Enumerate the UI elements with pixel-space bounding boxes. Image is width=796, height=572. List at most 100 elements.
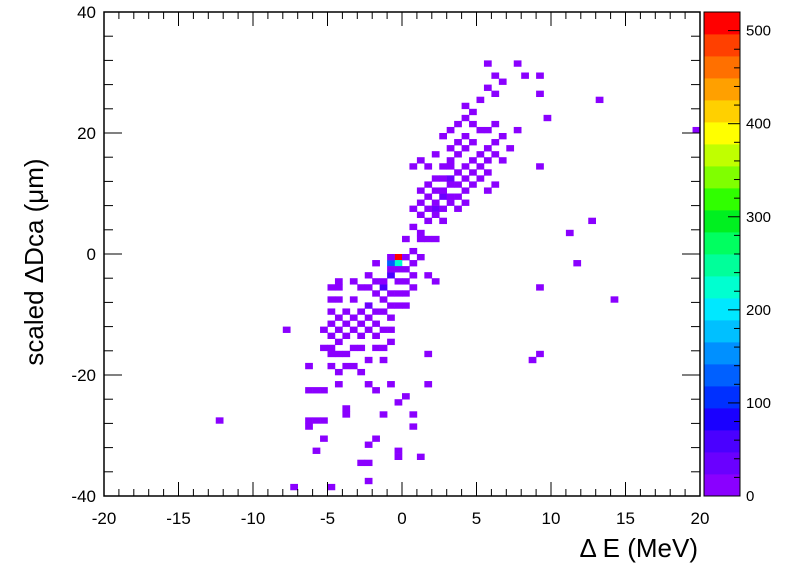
heatmap-bin — [402, 254, 410, 261]
heatmap-bin — [372, 308, 380, 315]
colorbar-segment — [704, 342, 740, 365]
heatmap-bin — [402, 393, 410, 400]
heatmap-bin — [364, 441, 373, 448]
heatmap-bin — [446, 145, 455, 152]
colorbar-segment — [704, 122, 740, 145]
heatmap-bin — [320, 326, 328, 333]
heatmap-bin — [364, 356, 373, 364]
heatmap-bin — [498, 78, 507, 85]
x-tick-label: 5 — [472, 509, 481, 528]
heatmap-bin — [349, 296, 358, 303]
heatmap-bin — [454, 169, 462, 176]
heatmap-bin — [394, 453, 403, 460]
heatmap-bin — [409, 260, 418, 267]
heatmap-bin — [387, 326, 395, 333]
heatmap-bin — [394, 266, 403, 273]
heatmap-bin — [536, 72, 544, 79]
heatmap-bin — [387, 381, 395, 388]
heatmap-bin — [327, 308, 336, 315]
x-tick-label: -10 — [241, 509, 266, 528]
heatmap-bin — [334, 284, 343, 291]
heatmap-bin — [387, 314, 395, 321]
x-tick-label: -20 — [92, 509, 117, 528]
x-tick-label: 15 — [616, 509, 635, 528]
colorbar-tick-label: 200 — [746, 302, 771, 319]
heatmap-bin — [521, 72, 529, 79]
heatmap-bin — [327, 483, 336, 491]
heatmap-bin — [409, 163, 418, 170]
heatmap-bin — [312, 447, 321, 454]
heatmap-bin — [439, 187, 447, 194]
heatmap-bin — [364, 284, 373, 291]
heatmap-bin — [424, 217, 433, 225]
heatmap-bin — [409, 272, 418, 279]
heatmap-bin — [387, 272, 395, 279]
colorbar-segment — [704, 408, 740, 431]
heatmap-bins — [215, 60, 701, 491]
heatmap-bin — [439, 163, 447, 170]
heatmap-bin — [349, 314, 358, 321]
colorbar-segment — [704, 320, 740, 343]
heatmap-bin — [431, 235, 440, 243]
heatmap-bin — [476, 175, 485, 182]
heatmap-bin — [416, 453, 425, 460]
y-tick-label: 0 — [87, 245, 96, 264]
x-tick-label: -5 — [320, 509, 335, 528]
y-tick-label: -20 — [71, 366, 96, 385]
heatmap-bin — [342, 308, 351, 315]
heatmap-bin — [461, 199, 470, 206]
heatmap-bin — [409, 284, 418, 291]
heatmap-bin — [469, 108, 477, 116]
heatmap-bin — [439, 175, 447, 182]
heatmap-bin — [334, 326, 343, 333]
heatmap-bin — [491, 139, 500, 146]
colorbar-segment — [704, 254, 740, 277]
heatmap-bin — [364, 314, 373, 321]
heatmap-bin — [446, 181, 455, 188]
heatmap-bin — [357, 308, 366, 315]
colorbar-segment — [704, 188, 740, 211]
heatmap-bin — [528, 356, 537, 364]
heatmap-bin — [439, 193, 447, 200]
colorbar-segment — [704, 34, 740, 57]
heatmap-bin — [327, 296, 336, 303]
heatmap-bin — [461, 102, 470, 110]
heatmap-bin — [372, 278, 380, 285]
heatmap-bin — [483, 84, 492, 91]
heatmap-bin — [312, 417, 321, 424]
heatmap-bin — [379, 356, 388, 364]
heatmap-bin — [431, 187, 440, 194]
heatmap-bin — [364, 459, 373, 467]
heatmap-bin — [491, 181, 500, 188]
colorbar-tick-label: 100 — [746, 395, 771, 412]
colorbar-tick-label: 300 — [746, 209, 771, 226]
heatmap-bin — [364, 302, 373, 309]
heatmap-bin — [416, 254, 425, 261]
heatmap-bin — [416, 235, 425, 243]
heatmap-bin — [454, 193, 462, 200]
heatmap-bin — [409, 205, 418, 212]
heatmap-bin — [476, 163, 485, 170]
heatmap-bin — [320, 387, 328, 394]
heatmap-bin — [342, 320, 351, 327]
heatmap-bin — [461, 187, 470, 194]
heatmap-bin — [513, 126, 522, 134]
heatmap-bin — [320, 417, 328, 424]
heatmap-bin — [416, 199, 425, 206]
heatmap-bin — [424, 272, 433, 279]
colorbar-segment — [704, 386, 740, 409]
heatmap-bin — [491, 151, 500, 158]
colorbar-segment — [704, 210, 740, 233]
heatmap-bin — [372, 320, 380, 327]
heatmap-bin — [409, 223, 418, 231]
axis-ticks — [103, 11, 701, 497]
heatmap-bin — [483, 187, 492, 194]
heatmap-bin — [394, 447, 403, 454]
heatmap-bin — [595, 96, 604, 104]
heatmap-bin — [402, 235, 410, 243]
heatmap-bin — [327, 332, 336, 339]
colorbar-segment — [704, 364, 740, 387]
heatmap-bin — [334, 350, 343, 358]
